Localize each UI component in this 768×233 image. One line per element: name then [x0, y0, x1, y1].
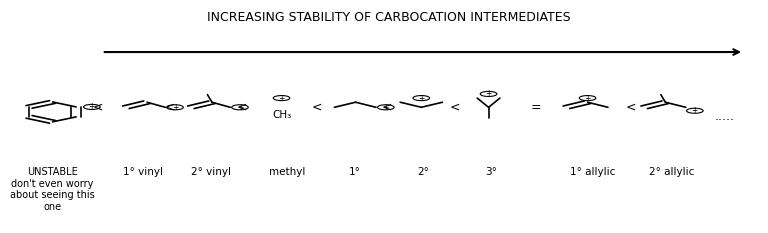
Text: +: +: [172, 103, 178, 112]
Text: .....: .....: [715, 110, 735, 123]
Text: +: +: [418, 94, 425, 103]
Text: <: <: [312, 101, 323, 114]
Text: methyl: methyl: [269, 167, 305, 177]
Text: <: <: [93, 101, 103, 114]
Text: 1° vinyl: 1° vinyl: [123, 167, 164, 177]
Text: <: <: [625, 101, 636, 114]
Text: +: +: [237, 103, 243, 112]
Text: <: <: [381, 101, 392, 114]
Text: 3°: 3°: [485, 167, 497, 177]
Text: +: +: [382, 103, 389, 112]
Text: +: +: [278, 94, 285, 103]
Text: <: <: [164, 101, 175, 114]
Text: 1° allylic: 1° allylic: [570, 167, 615, 177]
Text: 2° allylic: 2° allylic: [650, 167, 695, 177]
Text: 2° vinyl: 2° vinyl: [191, 167, 231, 177]
Text: =: =: [531, 101, 541, 114]
Text: +: +: [692, 106, 698, 115]
Text: 2°: 2°: [417, 167, 429, 177]
Text: 1°: 1°: [349, 167, 361, 177]
Text: INCREASING STABILITY OF CARBOCATION INTERMEDIATES: INCREASING STABILITY OF CARBOCATION INTE…: [207, 11, 571, 24]
Text: UNSTABLE
don't even worry
about seeing this
one: UNSTABLE don't even worry about seeing t…: [10, 167, 95, 212]
Text: <: <: [237, 101, 247, 114]
Text: <: <: [449, 101, 460, 114]
Text: +: +: [584, 94, 591, 103]
Text: +: +: [485, 89, 492, 98]
Text: CH₃: CH₃: [272, 110, 291, 120]
Text: +: +: [88, 103, 95, 111]
